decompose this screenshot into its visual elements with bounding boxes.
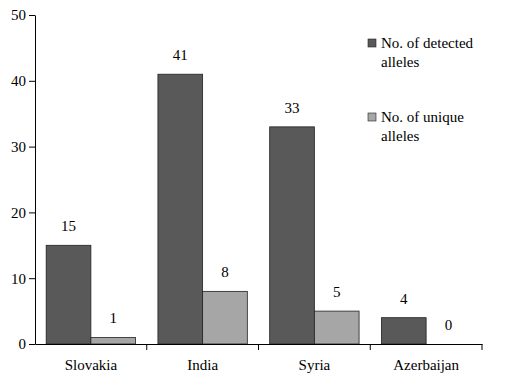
data-label: 15	[61, 218, 76, 234]
bar	[46, 245, 91, 344]
y-tick: 0	[19, 336, 36, 352]
y-tick-mark	[29, 81, 35, 82]
x-tick: India	[187, 344, 218, 373]
y-tick-mark	[29, 344, 35, 345]
x-tick-label: Slovakia	[65, 357, 118, 373]
y-tick-label: 20	[11, 205, 26, 221]
x-tick-label: Syria	[299, 357, 331, 373]
x-tick: Slovakia	[65, 344, 118, 373]
data-label: 5	[333, 284, 341, 300]
y-tick-label: 10	[11, 271, 26, 287]
category-divider	[482, 344, 483, 350]
data-labels: 15413341850	[61, 47, 452, 333]
data-label: 33	[285, 100, 300, 116]
y-tick-mark	[29, 212, 35, 213]
y-tick-mark	[29, 15, 35, 16]
y-tick-mark	[29, 147, 35, 148]
bar	[270, 127, 315, 344]
bar	[158, 74, 203, 344]
bars	[46, 74, 426, 344]
data-label: 41	[173, 47, 188, 63]
bar	[381, 318, 426, 344]
y-tick: 50	[11, 7, 35, 23]
y-tick: 30	[11, 139, 35, 155]
bar	[314, 311, 359, 344]
legend-label: No. of uniquealleles	[381, 109, 464, 144]
y-tick-label: 40	[11, 73, 26, 89]
bar	[426, 344, 471, 345]
legend-swatch	[368, 113, 376, 121]
data-label: 0	[445, 317, 453, 333]
y-tick-label: 0	[19, 336, 27, 352]
y-tick-label: 30	[11, 139, 26, 155]
y-axis-line	[35, 16, 36, 345]
y-tick: 10	[11, 271, 35, 287]
y-tick-mark	[29, 278, 35, 279]
category-divider	[146, 344, 147, 350]
bar	[203, 291, 248, 344]
bar	[91, 337, 136, 344]
data-label: 8	[221, 264, 229, 280]
legend: No. of detectedalleles No. of uniqueallel…	[368, 35, 474, 144]
legend-swatch	[368, 39, 376, 47]
chart: 1541334185001020304050SlovakiaIndiaSyria…	[0, 0, 506, 390]
data-label: 4	[400, 291, 408, 307]
category-divider	[370, 344, 371, 350]
y-axis: 0 10 20 30 40 50	[11, 7, 36, 352]
data-label: 1	[109, 310, 117, 326]
x-tick-label: India	[187, 357, 218, 373]
x-axis: Slovakia India Syria Azerbaijan	[36, 344, 483, 373]
x-tick: Azerbaijan	[393, 344, 459, 373]
y-tick: 40	[11, 73, 35, 89]
y-tick: 20	[11, 205, 35, 221]
x-tick: Syria	[299, 344, 331, 373]
x-tick-label: Azerbaijan	[393, 357, 459, 373]
category-divider	[258, 344, 259, 350]
legend-label: No. of detectedalleles	[381, 35, 474, 70]
y-tick-label: 50	[11, 7, 26, 23]
